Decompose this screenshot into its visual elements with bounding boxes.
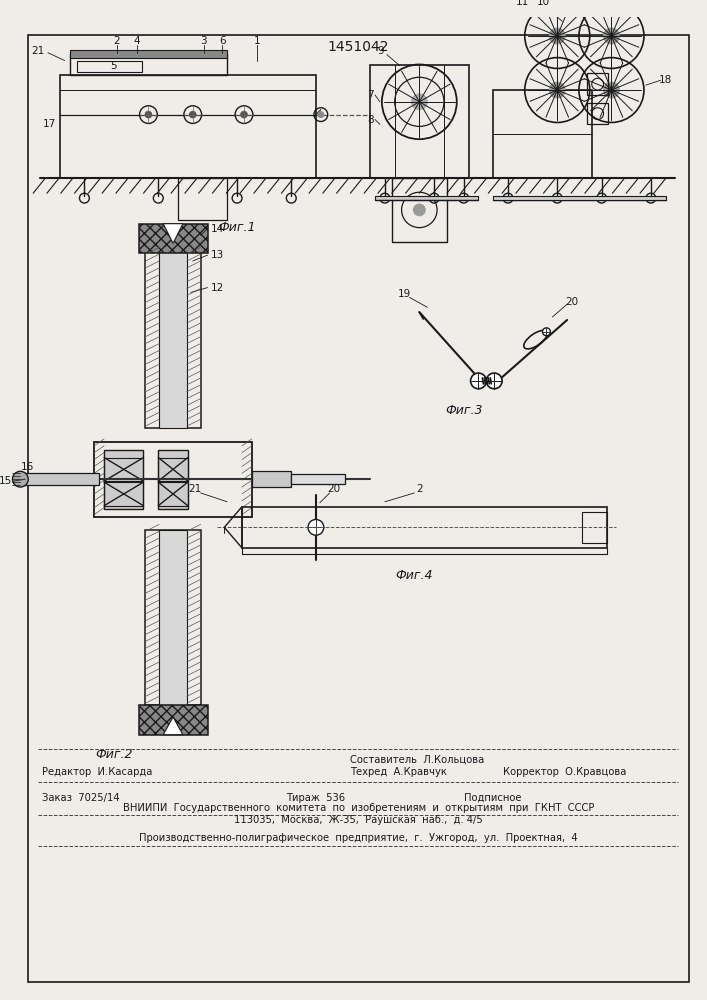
- Polygon shape: [163, 717, 183, 735]
- Text: 1: 1: [254, 36, 260, 46]
- Circle shape: [13, 471, 28, 487]
- Text: 3: 3: [200, 36, 207, 46]
- Text: 21: 21: [188, 484, 201, 494]
- Bar: [104, 450, 144, 509]
- Bar: [587, 103, 609, 124]
- Bar: [158, 458, 188, 481]
- Text: 17: 17: [43, 119, 57, 129]
- Bar: [60, 75, 316, 178]
- Text: Тираж  536: Тираж 536: [286, 793, 346, 803]
- Text: 18: 18: [659, 75, 672, 85]
- Text: Фиг.4: Фиг.4: [396, 569, 433, 582]
- Circle shape: [189, 111, 197, 118]
- Bar: [252, 471, 291, 487]
- Circle shape: [542, 328, 550, 336]
- Circle shape: [604, 82, 619, 98]
- Text: 12: 12: [211, 283, 223, 293]
- Bar: [146, 530, 201, 705]
- Text: 113035,  Москва,  Ж-35,  Раушская  наб.,  д. 4/5: 113035, Москва, Ж-35, Раушская наб., д. …: [234, 815, 483, 825]
- Bar: [158, 450, 188, 509]
- Bar: [291, 474, 346, 484]
- Text: 2: 2: [114, 36, 120, 46]
- Text: Фиг.1: Фиг.1: [218, 221, 256, 234]
- Text: Составитель  Л.Кольцова: Составитель Л.Кольцова: [351, 754, 484, 764]
- Text: Заказ  7025/14: Заказ 7025/14: [42, 793, 119, 803]
- Bar: [178, 178, 227, 220]
- Bar: [493, 90, 592, 178]
- Bar: [587, 73, 609, 95]
- Text: 10: 10: [537, 0, 550, 7]
- Text: Фиг.2: Фиг.2: [95, 748, 133, 761]
- Bar: [159, 241, 187, 428]
- Text: 14: 14: [211, 224, 223, 234]
- Circle shape: [318, 112, 324, 118]
- Circle shape: [604, 28, 619, 44]
- Circle shape: [549, 28, 565, 44]
- Text: Подписное: Подписное: [464, 793, 521, 803]
- Bar: [78, 61, 141, 72]
- Text: 2: 2: [416, 484, 423, 494]
- Text: ВНИИПИ  Государственного  комитета  по  изобретениям  и  открытиям  при  ГКНТ  С: ВНИИПИ Государственного комитета по изоб…: [122, 803, 594, 813]
- Text: 15: 15: [0, 476, 12, 486]
- Text: Редактор  И.Касарда: Редактор И.Касарда: [42, 767, 153, 777]
- Text: 7: 7: [367, 90, 373, 100]
- Bar: [69, 50, 227, 58]
- Text: Техред  А.Кравчук: Техред А.Кравчук: [351, 767, 448, 777]
- Text: 6: 6: [219, 36, 226, 46]
- Text: 16: 16: [21, 462, 34, 472]
- Text: 1451042: 1451042: [327, 40, 389, 54]
- Text: Фиг.3: Фиг.3: [445, 404, 482, 417]
- Text: Производственно-полиграфическое  предприятие,  г.  Ужгород,  ул.  Проектная,  4: Производственно-полиграфическое предприя…: [139, 833, 578, 843]
- Bar: [69, 54, 227, 75]
- Bar: [21, 473, 99, 485]
- Bar: [242, 507, 607, 548]
- Bar: [139, 224, 208, 253]
- Bar: [392, 178, 447, 242]
- Bar: [94, 442, 252, 517]
- Bar: [582, 512, 607, 543]
- Bar: [104, 458, 144, 481]
- Text: 20: 20: [327, 484, 340, 494]
- Text: 9: 9: [378, 46, 384, 56]
- Bar: [139, 705, 208, 735]
- Bar: [375, 196, 479, 200]
- Circle shape: [549, 82, 565, 98]
- Bar: [104, 482, 144, 506]
- Circle shape: [471, 373, 486, 389]
- Polygon shape: [163, 224, 183, 243]
- Text: 4: 4: [134, 36, 140, 46]
- Text: 5: 5: [110, 61, 117, 71]
- Text: 19: 19: [398, 289, 411, 299]
- Text: 11: 11: [516, 0, 530, 7]
- Circle shape: [308, 519, 324, 535]
- Bar: [158, 482, 188, 506]
- Bar: [370, 65, 469, 178]
- Text: 20: 20: [566, 297, 578, 307]
- Circle shape: [145, 111, 152, 118]
- Circle shape: [411, 94, 427, 110]
- Circle shape: [240, 111, 247, 118]
- Text: Корректор  О.Кравцова: Корректор О.Кравцова: [503, 767, 626, 777]
- Text: 8: 8: [367, 115, 373, 125]
- Bar: [146, 241, 201, 428]
- Circle shape: [414, 204, 425, 216]
- Bar: [159, 530, 187, 705]
- Bar: [493, 196, 665, 200]
- Circle shape: [486, 373, 502, 389]
- Text: 13: 13: [211, 250, 223, 260]
- Text: 21: 21: [31, 46, 45, 56]
